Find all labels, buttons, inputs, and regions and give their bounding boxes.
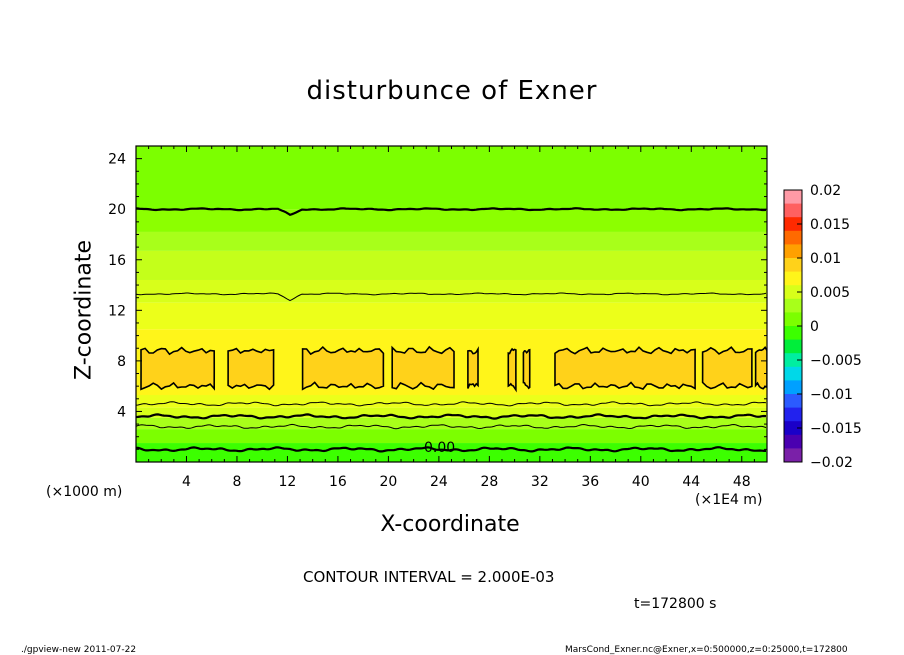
footer-left: ./gpview-new 2011-07-22 [21, 645, 137, 655]
y-axis-label: Z-coordinate [71, 240, 97, 380]
colorbar-swatch [784, 312, 802, 327]
contour-band [136, 250, 767, 280]
colorbar-tick-label: 0.02 [810, 183, 841, 199]
contour-blob [754, 345, 767, 390]
contour-blob [701, 346, 753, 390]
colorbar-swatch [784, 298, 802, 313]
colorbar-swatch [784, 339, 802, 354]
x-tick-label: 4 [182, 474, 191, 490]
x-tick-label: 40 [632, 474, 650, 490]
x-tick-label: 48 [733, 474, 751, 490]
colorbar-swatch [784, 258, 802, 273]
contour-band [136, 146, 767, 210]
footer-right: MarsCond_Exner.nc@Exner,x=0:500000,z=0:2… [565, 645, 848, 655]
colorbar-swatch [784, 421, 802, 436]
x-tick-label: 36 [581, 474, 599, 490]
x-tick-label: 44 [682, 474, 700, 490]
contour-line [136, 413, 767, 420]
contour-blob [554, 346, 696, 390]
colorbar-tick-label: −0.01 [810, 387, 853, 403]
y-tick-label: 8 [117, 354, 126, 370]
colorbar-swatch [784, 326, 802, 341]
contour-blob [227, 347, 275, 391]
contour-line [136, 423, 767, 430]
colorbar-tick-label: 0 [810, 319, 819, 335]
colorbar-swatch [784, 217, 802, 232]
x-unit-left: (×1000 m) [46, 484, 123, 500]
contour-blob [391, 345, 455, 391]
contour-band [136, 395, 767, 408]
y-axis-ticks: 4 8 12 16 20 24 [108, 152, 767, 450]
colorbar-swatch [784, 230, 802, 245]
contour-line [136, 446, 766, 453]
y-tick-label: 16 [108, 253, 126, 269]
colorbar: 0.02 0.015 0.01 0.005 0 −0.005 −0.01 −0.015 −0.0… [783, 183, 862, 471]
time-label: t=172800 s [634, 596, 717, 612]
colorbar-swatch [784, 353, 802, 368]
contour-line [136, 292, 767, 302]
colorbar-swatch [784, 203, 802, 218]
chart-title: disturbunce of Exner [306, 76, 598, 106]
x-axis-ticks: 4 8 12 16 20 24 28 32 36 40 44 48 [148, 146, 755, 490]
contour-line [136, 401, 767, 407]
colorbar-swatch [784, 271, 802, 286]
contour-band [136, 407, 767, 418]
x-axis-label: X-coordinate [380, 512, 520, 537]
contour-band [136, 279, 767, 303]
y-tick-label: 20 [108, 202, 126, 218]
contour-band [136, 443, 767, 462]
contour-band [136, 417, 767, 430]
colorbar-tick-label: −0.005 [810, 353, 862, 369]
x-tick-label: 32 [531, 474, 549, 490]
y-tick-label: 12 [108, 303, 126, 319]
colorbar-swatch [784, 190, 802, 205]
colorbar-swatch [784, 434, 802, 449]
contour-blobs [140, 345, 767, 393]
colorbar-swatch [784, 366, 802, 381]
contour-label: 0.00 [424, 440, 455, 456]
contour-blob [507, 347, 517, 393]
colorbar-tick-label: 0.015 [810, 217, 850, 233]
x-tick-label: 16 [329, 474, 347, 490]
contour-line [136, 207, 767, 217]
contour-lines [136, 207, 767, 453]
contour-blob [522, 348, 531, 390]
contour-interval: CONTOUR INTERVAL = 2.000E-03 [303, 568, 555, 586]
colorbar-swatch [784, 407, 802, 422]
colorbar-tick-label: −0.015 [810, 421, 862, 437]
colorbar-swatch [784, 394, 802, 409]
contour-blob [140, 346, 216, 391]
x-tick-label: 20 [379, 474, 397, 490]
x-unit-right: (×1E4 m) [695, 492, 763, 508]
contour-band [136, 302, 767, 330]
colorbar-tick-label: 0.01 [810, 251, 841, 267]
y-tick-label: 4 [117, 404, 126, 420]
x-tick-label: 8 [232, 474, 241, 490]
x-tick-label: 28 [480, 474, 498, 490]
contour-band [136, 209, 767, 232]
colorbar-tick-label: 0.005 [810, 285, 850, 301]
contour-blob [467, 346, 479, 389]
x-tick-label: 24 [430, 474, 448, 490]
colorbar-swatch [784, 448, 802, 463]
colorbar-tick-label: −0.02 [810, 455, 853, 471]
contour-blob [301, 345, 385, 391]
colorbar-swatch [784, 244, 802, 259]
contour-band [136, 231, 767, 251]
x-tick-label: 12 [279, 474, 297, 490]
colorbar-swatch [784, 285, 802, 300]
contour-band [136, 429, 767, 444]
colorbar-swatch [784, 380, 802, 395]
y-tick-label: 24 [108, 152, 126, 168]
